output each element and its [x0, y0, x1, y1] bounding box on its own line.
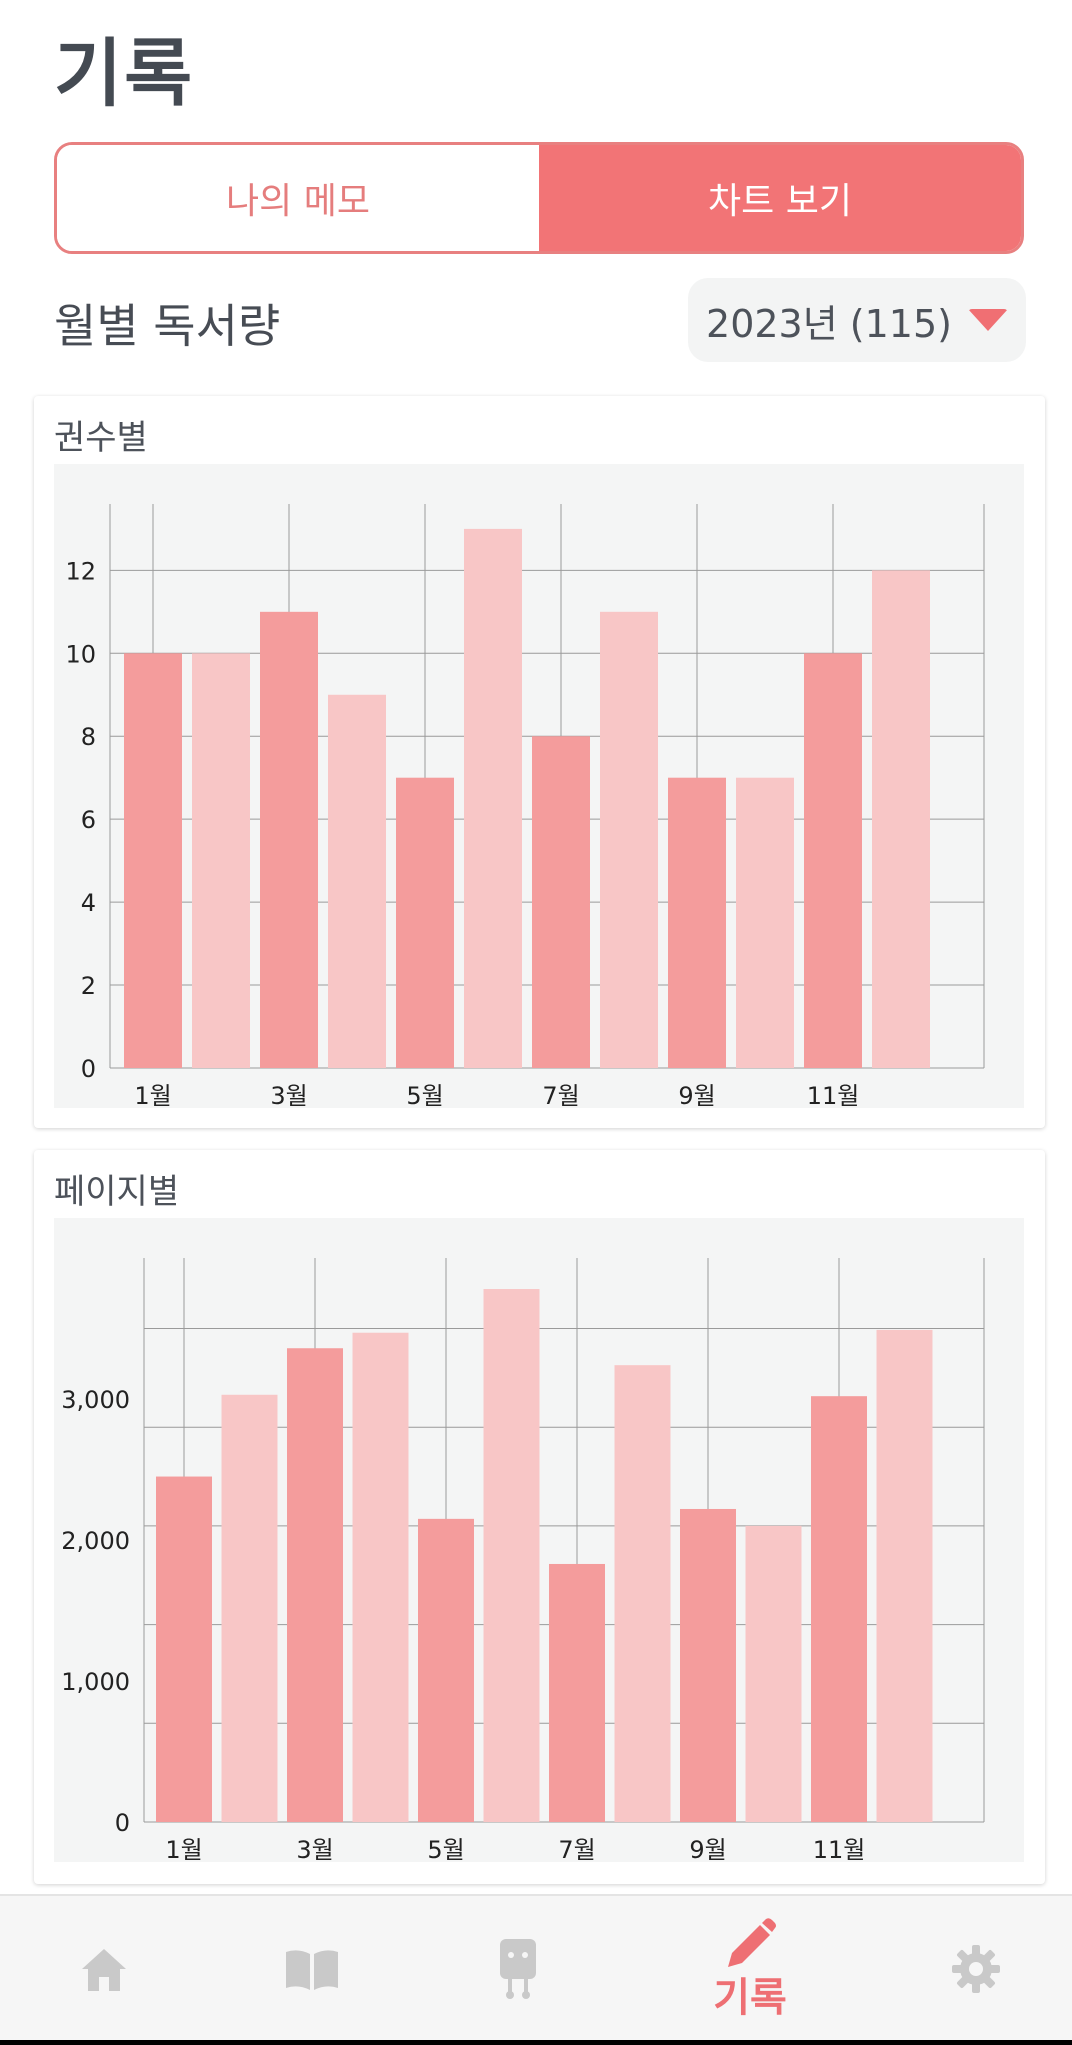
nav-robot[interactable]: [478, 1896, 558, 2042]
bar-1월: [156, 1476, 212, 1822]
bar-4월: [328, 694, 386, 1068]
bar-9월: [668, 777, 726, 1068]
bar-5월: [418, 1518, 474, 1822]
chart-title: 권수별: [54, 418, 148, 458]
x-tick-label: 9월: [689, 1836, 726, 1862]
bar-4월: [352, 1332, 409, 1822]
x-tick-label: 11월: [813, 1836, 866, 1862]
bar-12월: [876, 1329, 933, 1822]
nav-records[interactable]: 기록: [690, 1896, 810, 2042]
y-tick-label: 0: [115, 1809, 130, 1837]
system-bottom-bar: [0, 2040, 1072, 2045]
x-tick-label: 5월: [406, 1082, 443, 1108]
x-tick-label: 5월: [427, 1836, 464, 1862]
pages-chart-card: 페이지별 0 1,000 2,000 3,000 1월 3월 5월 7월 9월 11월: [34, 1150, 1045, 1884]
x-tick-label: 11월: [807, 1082, 860, 1108]
bar-5월: [396, 777, 454, 1068]
y-tick-label: 1,000: [61, 1668, 130, 1696]
y-tick-label: 0: [81, 1055, 96, 1083]
book-icon: [286, 1950, 338, 1990]
bar-11월: [804, 653, 862, 1068]
y-tick-label: 2,000: [61, 1527, 130, 1555]
pencil-icon: [728, 1918, 776, 1967]
bar-6월: [464, 528, 522, 1068]
nav-settings[interactable]: [936, 1896, 1016, 2042]
x-tick-label: 1월: [134, 1082, 171, 1108]
nav-library[interactable]: [272, 1896, 352, 2042]
y-tick-label: 12: [65, 557, 96, 585]
x-tick-label: 7월: [542, 1082, 579, 1108]
year-dropdown-value: 2023년 (115): [706, 301, 952, 346]
x-tick-label: 3월: [270, 1082, 307, 1108]
bar-7월: [532, 736, 590, 1068]
home-icon: [82, 1949, 126, 1991]
bar-6월: [483, 1289, 540, 1822]
bar-2월: [192, 653, 250, 1068]
chart-plot-area: 0 2 4 6 8 10 12 1월 3월 5월 7월 9월 11월: [54, 464, 1024, 1110]
bar-8월: [614, 1365, 671, 1822]
caret-down-icon: [967, 309, 1008, 331]
bar-10월: [736, 777, 794, 1068]
tab-chart-view[interactable]: 차트 보기: [539, 145, 1021, 251]
bar-12월: [872, 570, 930, 1068]
y-tick-label: 10: [65, 640, 96, 668]
view-toggle: 나의 메모 차트 보기: [54, 142, 1024, 254]
books-chart: 0 2 4 6 8 10 12 1월 3월 5월 7월 9월 11월: [65, 504, 985, 1110]
section-title: 월별 독서량: [54, 299, 281, 353]
bar-8월: [600, 611, 658, 1068]
gear-icon: [952, 1945, 1000, 1993]
bar-3월: [287, 1348, 343, 1822]
x-tick-label: 9월: [678, 1082, 715, 1108]
bar-1월: [124, 653, 182, 1068]
page-title: 기록: [54, 31, 195, 117]
bar-3월: [260, 611, 318, 1068]
chart-title: 페이지별: [54, 1172, 180, 1212]
x-tick-label: 3월: [296, 1836, 333, 1862]
tab-my-memo[interactable]: 나의 메모: [57, 145, 539, 251]
y-tick-label: 4: [81, 889, 96, 917]
bar-11월: [811, 1396, 867, 1822]
bar-2월: [221, 1394, 278, 1822]
nav-home[interactable]: [64, 1896, 144, 2042]
bar-10월: [745, 1525, 802, 1822]
y-tick-label: 6: [81, 806, 96, 834]
nav-records-label: 기록: [713, 1975, 787, 2021]
y-tick-label: 3,000: [61, 1386, 130, 1414]
books-chart-card: 권수별 0 2 4 6 8 10 12 1월 3월 5월 7월 9월 11월: [34, 396, 1045, 1128]
year-dropdown[interactable]: 2023년 (115): [688, 278, 1026, 362]
bar-9월: [680, 1508, 736, 1822]
pages-chart: 0 1,000 2,000 3,000 1월 3월 5월 7월 9월 11월: [61, 1258, 985, 1864]
y-tick-label: 2: [81, 972, 96, 1000]
bar-7월: [549, 1563, 605, 1822]
x-tick-label: 1월: [165, 1836, 202, 1862]
bottom-nav: 기록: [0, 1894, 1072, 2042]
x-tick-label: 7월: [558, 1836, 595, 1862]
y-tick-label: 8: [81, 723, 96, 751]
chart-plot-area: 0 1,000 2,000 3,000 1월 3월 5월 7월 9월 11월: [54, 1218, 1024, 1864]
robot-icon: [500, 1939, 536, 1999]
